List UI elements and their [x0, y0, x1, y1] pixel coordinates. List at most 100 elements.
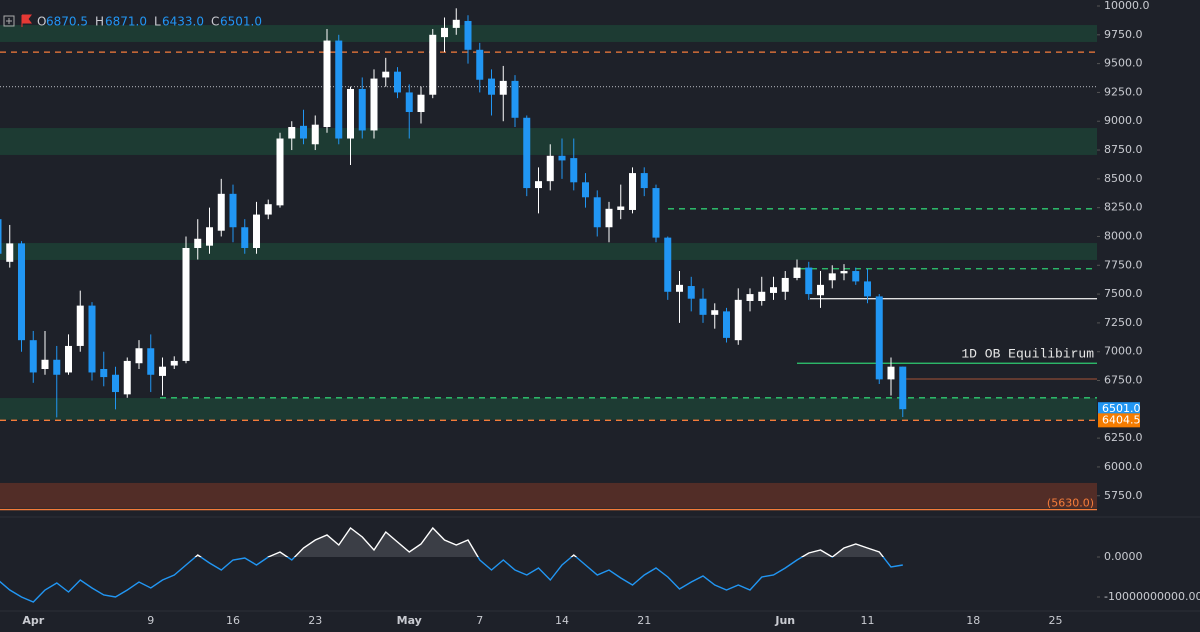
x-tick-label: 23 — [308, 614, 322, 627]
candle-body — [182, 247, 190, 361]
plot-area: 1D OB Equilibirum — [0, 8, 1097, 511]
candle-body — [840, 271, 848, 274]
candle-body — [323, 40, 331, 127]
candle-body — [206, 227, 213, 246]
candle-body — [382, 71, 390, 78]
candle-body — [558, 155, 566, 161]
ohlc-value: 6870.5 — [46, 15, 88, 29]
x-tick-label: 16 — [226, 614, 240, 627]
candle-body — [300, 125, 307, 139]
x-tick-label: 9 — [147, 614, 154, 627]
y-tick-label: 7000.0 — [1104, 345, 1143, 358]
ohlc-key: H — [95, 15, 104, 29]
candle-body — [805, 267, 813, 295]
candle-body — [640, 173, 648, 189]
y-tick-label: 6250.0 — [1104, 431, 1143, 444]
y-tick-label: 5750.0 — [1104, 489, 1143, 502]
flag-icon[interactable] — [21, 14, 32, 27]
candle-body — [417, 94, 425, 113]
candle-body — [347, 88, 354, 139]
y-tick-label: 8000.0 — [1104, 229, 1143, 242]
candle-body — [253, 214, 260, 248]
x-tick-label: May — [397, 614, 422, 627]
ohlc-key: O — [37, 15, 46, 29]
y-tick-label: 6750.0 — [1104, 374, 1143, 387]
level-label: 1D OB Equilibirum — [961, 347, 1094, 362]
zone — [0, 482, 1097, 508]
candle-body — [535, 181, 542, 189]
x-tick-label: 18 — [966, 614, 980, 627]
candle-body — [793, 267, 801, 278]
candle-body — [652, 188, 660, 238]
candle-body — [159, 366, 166, 376]
candle-body — [170, 360, 178, 366]
candle-body — [241, 227, 249, 248]
indicator-tick-label: 0.0000 — [1104, 550, 1143, 563]
candle-body — [723, 311, 730, 338]
candle-body — [123, 360, 131, 395]
collapse-icon[interactable] — [3, 15, 15, 27]
candle-body — [570, 158, 578, 183]
candle-body — [276, 138, 284, 206]
candle-body — [605, 208, 613, 228]
y-tick-label: 10000.0 — [1104, 0, 1150, 12]
candle-body — [711, 310, 719, 315]
candle-body — [135, 348, 143, 364]
candle-body — [29, 340, 37, 373]
zone — [0, 398, 1097, 420]
candle-body — [746, 294, 754, 302]
candle-body — [394, 71, 401, 93]
x-tick-label: 11 — [861, 614, 875, 627]
ohlc-value: 6501.0 — [220, 15, 262, 29]
candle-body — [887, 366, 895, 380]
candle-body — [770, 287, 777, 293]
indicator-line — [0, 526, 903, 603]
x-tick-label: Jun — [774, 614, 795, 627]
candle-body — [100, 368, 108, 378]
candle-body — [452, 19, 460, 28]
candle-body — [617, 206, 625, 210]
candle-body — [875, 296, 883, 380]
price-tag — [1098, 402, 1140, 417]
collapse-icon-plus — [6, 18, 12, 24]
candle-body — [464, 20, 472, 50]
level-label: (5630.0) — [1047, 497, 1094, 510]
y-tick-label: 6000.0 — [1104, 460, 1143, 473]
zone — [0, 25, 1097, 42]
candle-body — [699, 298, 707, 315]
x-tick-label: 21 — [637, 614, 651, 627]
zone — [0, 128, 1097, 155]
candle-body — [781, 277, 789, 292]
candle-body — [194, 238, 202, 248]
price-tag-label: 6501.0 — [1102, 402, 1141, 415]
x-tick-label: 14 — [555, 614, 569, 627]
candle-body — [358, 88, 366, 131]
candle-body — [629, 173, 636, 210]
y-tick-label: 9750.0 — [1104, 28, 1143, 41]
candle-body — [664, 237, 672, 292]
y-tick-label: 9250.0 — [1104, 85, 1143, 98]
candle-body — [476, 49, 484, 80]
x-tick-label: 25 — [1049, 614, 1063, 627]
ohlc-legend: O 6870.5 H 6871.0 L 6433.0 C 6501.0 — [37, 15, 262, 29]
candle-body — [88, 305, 96, 373]
candle-body — [676, 284, 683, 292]
candle-body — [112, 374, 119, 393]
candle-body — [523, 117, 531, 189]
candle-body — [734, 299, 742, 341]
candle-body — [0, 219, 2, 254]
candle-body — [217, 193, 225, 231]
candle-body — [441, 27, 448, 38]
candle-body — [76, 305, 84, 346]
y-tick-label: 8750.0 — [1104, 143, 1143, 156]
ohlc-value: 6871.0 — [105, 15, 147, 29]
candle-body — [546, 155, 554, 182]
candle-body — [593, 197, 601, 228]
y-tick-label: 8500.0 — [1104, 172, 1143, 185]
price-tag — [1098, 413, 1140, 428]
y-tick-label: 7500.0 — [1104, 287, 1143, 300]
candle-body — [758, 291, 766, 302]
x-tick-label: Apr — [22, 614, 44, 627]
candle-body — [852, 271, 860, 282]
